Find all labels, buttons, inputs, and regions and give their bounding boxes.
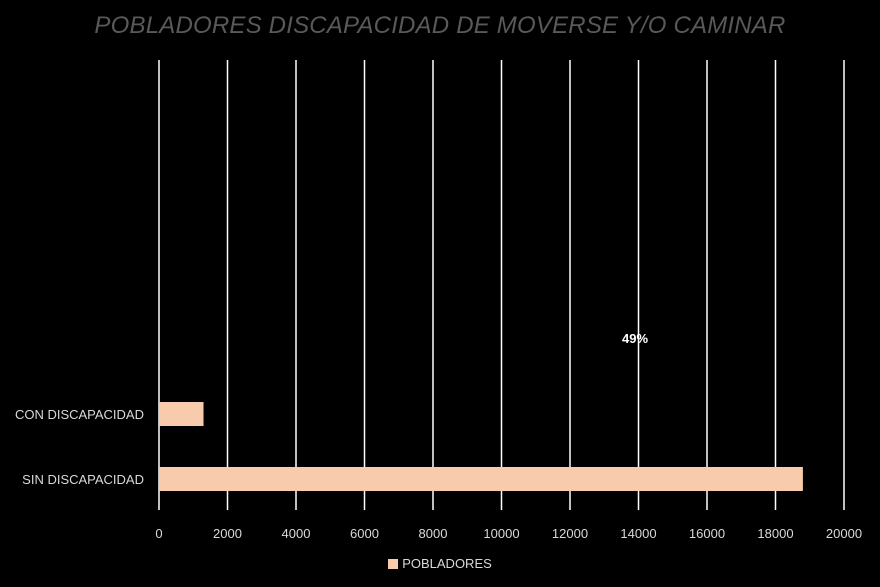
category-label: CON DISCAPACIDAD: [15, 407, 144, 422]
category-label: SIN DISCAPACIDAD: [22, 472, 144, 487]
x-tick-label: 6000: [350, 526, 379, 541]
x-tick-label: 16000: [689, 526, 725, 541]
x-tick-label: 4000: [282, 526, 311, 541]
bar-con-discapacidad: [159, 402, 204, 426]
annotation-percent: 49%: [622, 331, 648, 346]
x-tick-label: 20000: [826, 526, 862, 541]
bar-sin-discapacidad: [159, 467, 803, 491]
x-tick-label: 8000: [419, 526, 448, 541]
legend-swatch: [388, 558, 399, 569]
x-tick-label: 14000: [620, 526, 656, 541]
legend: POBLADORES: [0, 555, 880, 571]
x-tick-label: 18000: [757, 526, 793, 541]
x-tick-label: 12000: [552, 526, 588, 541]
x-tick-label: 2000: [213, 526, 242, 541]
x-tick-label: 10000: [483, 526, 519, 541]
chart-title: POBLADORES DISCAPACIDAD DE MOVERSE Y/O C…: [94, 12, 786, 39]
legend-label-pobladores: POBLADORES: [402, 556, 492, 572]
x-tick-label: 0: [155, 526, 162, 541]
